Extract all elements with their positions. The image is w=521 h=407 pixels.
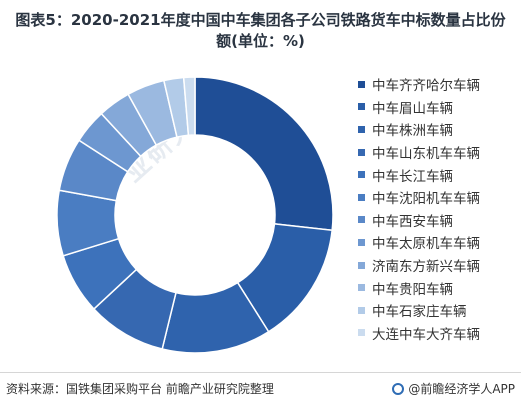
legend-swatch [358,238,365,246]
brand-label: @前瞻经济学人APP [408,382,515,396]
brand-logo-icon [392,382,405,395]
legend-swatch [358,284,365,292]
legend-label: 中车株洲车辆 [372,123,453,140]
legend-swatch [358,329,365,337]
legend-label: 中车齐齐哈尔车辆 [372,78,480,95]
chart-title: 图表5：2020-2021年度中国中车集团各子公司铁路货车中标数量占比份额(单位… [15,11,506,50]
legend-item: 中车长江车辆 [358,163,518,186]
legend-swatch [358,216,365,224]
legend-label: 中车太原机车车辆 [372,236,480,253]
legend-label: 中车贵阳车辆 [372,281,453,298]
legend-swatch [358,148,365,156]
donut-slice [194,76,334,232]
source-note: 资料来源：国铁集团采购平台 前瞻产业研究院整理 [6,382,274,396]
legend-item: 中车沈阳机车车辆 [358,186,518,209]
legend-label: 中车沈阳机车车辆 [372,191,480,208]
legend-swatch [358,193,365,201]
footer: 资料来源：国铁集团采购平台 前瞻产业研究院整理 @前瞻经济学人APP [6,380,515,397]
chart-legend: 中车齐齐哈尔车辆 中车眉山车辆 中车株洲车辆中车山东机车车辆 中车长江车辆中车沈阳机车… [358,73,518,344]
legend-label: 中车石家庄车辆 [372,304,467,321]
legend-item: 济南东方新兴车辆 [358,254,518,277]
legend-label: 济南东方新兴车辆 [372,259,480,276]
legend-swatch [358,261,365,269]
legend-label: 中车山东机车车辆 [372,146,480,163]
legend-label: 大连中车大齐车辆 [372,326,480,343]
legend-item: 中车株洲车辆 [358,118,518,141]
legend-label: 中车长江车辆 [372,168,453,185]
legend-item: 中车山东机车车辆 [358,141,518,164]
donut-slice [182,76,196,137]
legend-swatch [358,80,365,88]
legend-label: 中车西安车辆 [372,213,453,230]
legend-label: 中车眉山车辆 [372,100,453,117]
legend-swatch [358,103,365,111]
legend-item: 中车贵阳车辆 [358,276,518,299]
legend-swatch [358,171,365,179]
brand: @前瞻经济学人APP [392,380,515,397]
legend-item: 中车齐齐哈尔车辆 [358,73,518,96]
legend-swatch [358,125,365,133]
footer-divider [0,372,521,373]
legend-swatch [358,306,365,314]
donut-chart [56,76,334,354]
chart-area: 前瞻产业研究院 中车齐齐哈尔车辆 中车眉山车辆 中车株洲车辆 中车山东机车车辆 中车长江… [0,62,521,367]
legend-item: 中车西安车辆 [358,209,518,232]
legend-item: 大连中车大齐车辆 [358,322,518,345]
legend-item: 中车眉山车辆 [358,96,518,119]
legend-item: 中车太原机车车辆 [358,231,518,254]
legend-item: 中车石家庄车辆 [358,299,518,322]
